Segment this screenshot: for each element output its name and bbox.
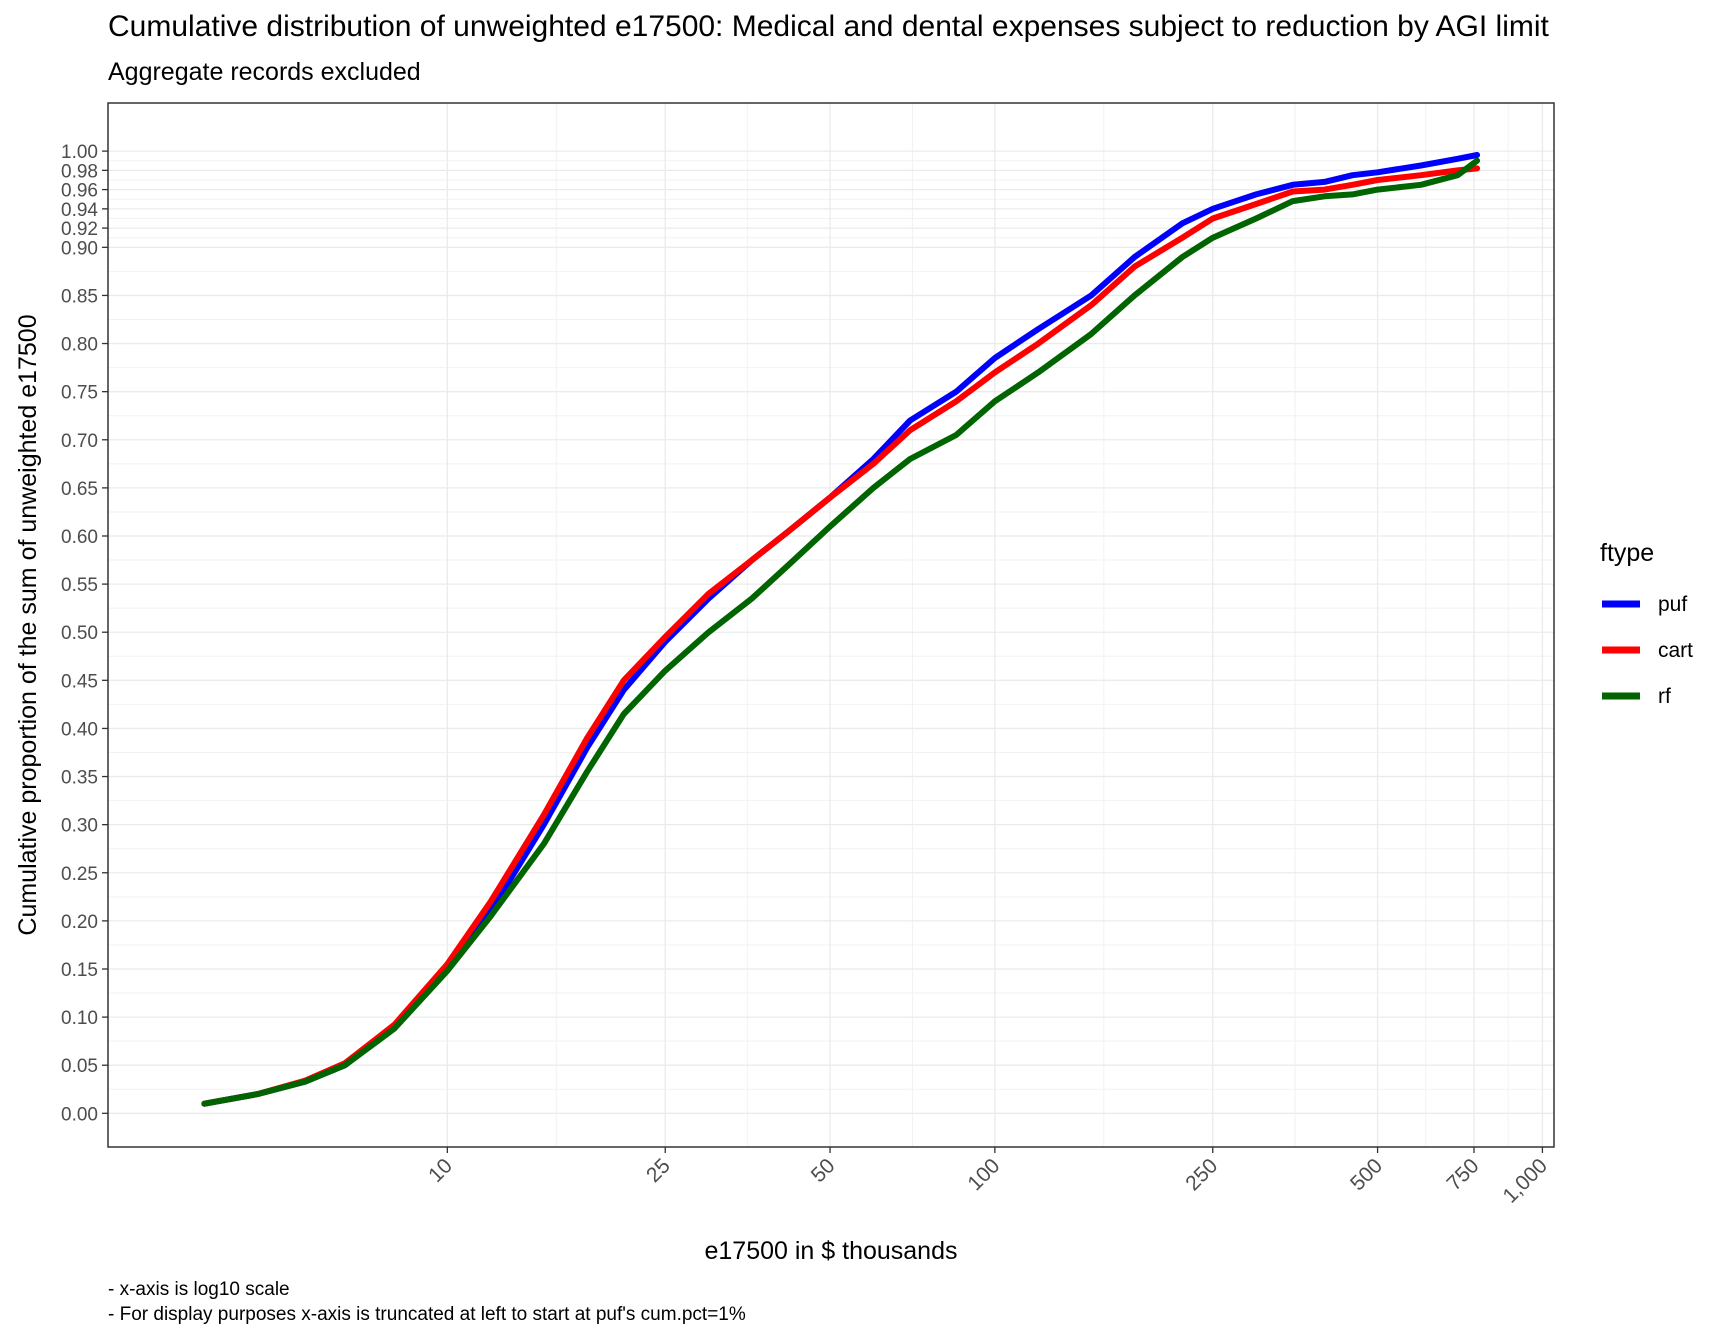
- legend-title: ftype: [1600, 539, 1654, 567]
- x-tick-label: 100: [963, 1154, 1004, 1195]
- grid-major: [108, 103, 1554, 1147]
- chart-title: Cumulative distribution of unweighted e1…: [108, 10, 1549, 43]
- panel-border: [107, 102, 1555, 1148]
- x-tick-label: 1,000: [1499, 1154, 1552, 1207]
- y-tick-label: 0.94: [61, 200, 98, 221]
- y-tick-label: 0.85: [61, 286, 98, 307]
- x-axis: 10 25 50 100 250 500 750 1,000: [424, 1147, 1552, 1208]
- y-tick-label: 0.92: [61, 219, 98, 240]
- y-tick-label: 0.65: [61, 479, 98, 500]
- grid-minor: [108, 103, 1554, 1147]
- y-tick-label: 0.20: [61, 912, 98, 933]
- y-tick-label: 0.50: [61, 623, 98, 644]
- y-tick-label: 0.70: [61, 431, 98, 452]
- y-tick-label: 0.80: [61, 335, 98, 356]
- y-tick-label: 0.55: [61, 575, 98, 596]
- y-tick-label: 0.98: [61, 161, 98, 182]
- caption-line-2: - For display purposes x-axis is truncat…: [108, 1304, 746, 1325]
- x-tick-label: 250: [1181, 1154, 1222, 1195]
- x-tick-label: 50: [807, 1154, 840, 1187]
- series-layer: [201, 152, 1481, 1107]
- series-line-rf: [201, 157, 1481, 1107]
- y-tick-label: 0.96: [61, 181, 98, 202]
- y-tick-label: 0.75: [61, 383, 98, 404]
- legend-label-puf: puf: [1658, 593, 1687, 616]
- caption-line-1: - x-axis is log10 scale: [108, 1279, 290, 1300]
- y-tick-label: 0.30: [61, 816, 98, 837]
- x-tick-label: 25: [642, 1154, 675, 1187]
- series-line-cart: [201, 165, 1481, 1107]
- series-line-puf: [201, 152, 1481, 1107]
- y-tick-label: 0.10: [61, 1008, 98, 1029]
- y-axis-title: Cumulative proportion of the sum of unwe…: [14, 314, 42, 935]
- x-axis-title: e17500 in $ thousands: [705, 1237, 958, 1265]
- x-tick-label: 750: [1442, 1154, 1483, 1195]
- y-tick-label: 0.90: [61, 238, 98, 259]
- legend-label-cart: cart: [1658, 639, 1693, 662]
- y-tick-label: 0.00: [61, 1104, 98, 1125]
- y-axis: 0.00 0.05 0.10 0.15 0.20 0.25 0.30 0.35 0.40 0.45…: [61, 142, 108, 1125]
- y-tick-label: 1.00: [61, 142, 98, 163]
- y-tick-label: 0.35: [61, 768, 98, 789]
- y-tick-label: 0.25: [61, 864, 98, 885]
- y-tick-label: 0.15: [61, 960, 98, 981]
- y-tick-label: 0.05: [61, 1056, 98, 1077]
- y-tick-label: 0.40: [61, 719, 98, 740]
- y-tick-label: 0.45: [61, 671, 98, 692]
- x-tick-label: 10: [424, 1154, 457, 1187]
- x-tick-label: 500: [1346, 1154, 1387, 1195]
- legend-label-rf: rf: [1658, 685, 1671, 708]
- legend: ftype puf cart rf: [1600, 539, 1693, 708]
- chart-subtitle: Aggregate records excluded: [108, 58, 421, 86]
- y-tick-label: 0.60: [61, 527, 98, 548]
